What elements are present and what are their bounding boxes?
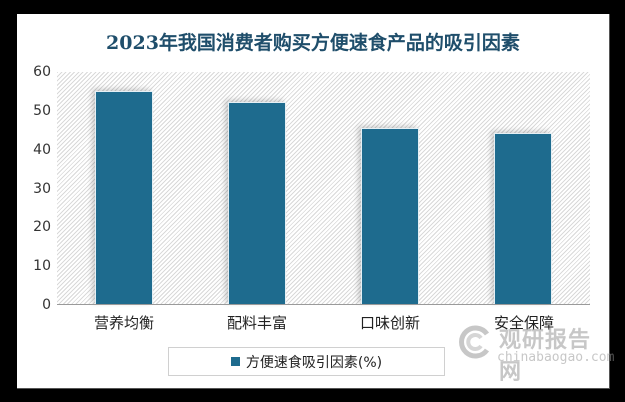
legend-label: 方便速食吸引因素(%): [245, 354, 383, 371]
bar-3: [361, 127, 420, 305]
plot-area: [57, 72, 590, 305]
x-label-safety: 安全保障: [493, 314, 554, 332]
y-tick-30: 30: [33, 181, 51, 197]
legend: 方便速食吸引因素(%): [168, 347, 445, 376]
watermark-cn: 观研报告网: [499, 328, 592, 385]
bar-4: [494, 133, 553, 305]
y-tick-40: 40: [33, 142, 51, 158]
x-label-nutrition: 营养均衡: [93, 314, 154, 332]
y-tick-0: 0: [42, 297, 51, 313]
x-axis-line: [57, 304, 590, 305]
watermark: 观研报告网 chinabaogao.com: [457, 314, 614, 385]
chart-title: 2023年我国消费者购买方便速食产品的吸引因素: [106, 32, 520, 54]
watermark-logo-icon: [459, 325, 490, 359]
x-label-ingredients: 配料丰富: [226, 314, 287, 332]
y-tick-20: 20: [33, 219, 51, 235]
bar-1: [94, 91, 153, 305]
y-tick-50: 50: [33, 103, 51, 119]
y-tick-60: 60: [33, 64, 51, 80]
bar-2: [227, 101, 286, 305]
watermark-en: chinabaogao.com: [497, 350, 615, 365]
y-tick-10: 10: [33, 258, 51, 274]
chart-card: 2023年我国消费者购买方便速食产品的吸引因素 60 50 40 30 20 1…: [17, 14, 614, 389]
legend-swatch: [230, 357, 240, 366]
x-label-flavor: 口味创新: [359, 314, 420, 332]
